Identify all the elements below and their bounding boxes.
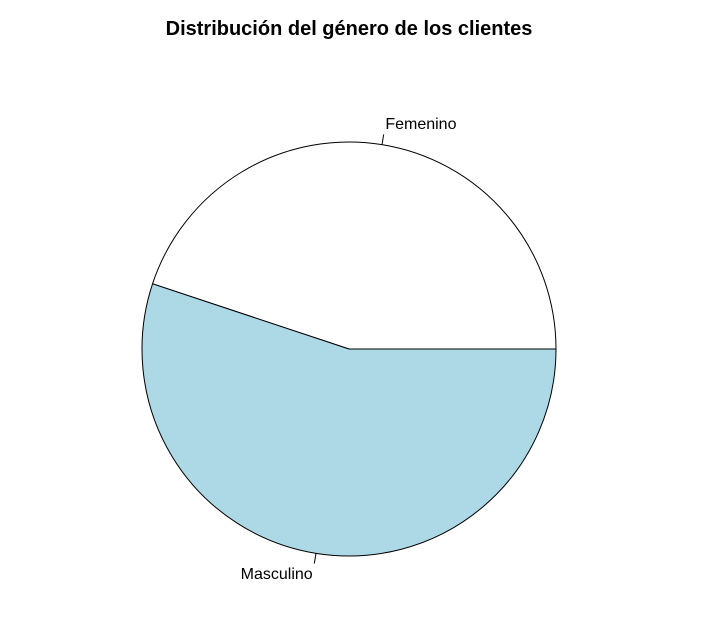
slice-label-femenino: Femenino [385,116,456,133]
pie-slice-masculino [141,283,557,557]
pie-labels: Femenino Masculino [241,116,457,583]
pie-slices [141,141,557,557]
chart-title: Distribución del género de los clientes [166,18,533,40]
label-leader-masculino [313,553,317,564]
slice-label-masculino: Masculino [241,566,313,583]
label-leader-femenino [381,134,385,145]
pie-slice-femenino [151,141,557,350]
